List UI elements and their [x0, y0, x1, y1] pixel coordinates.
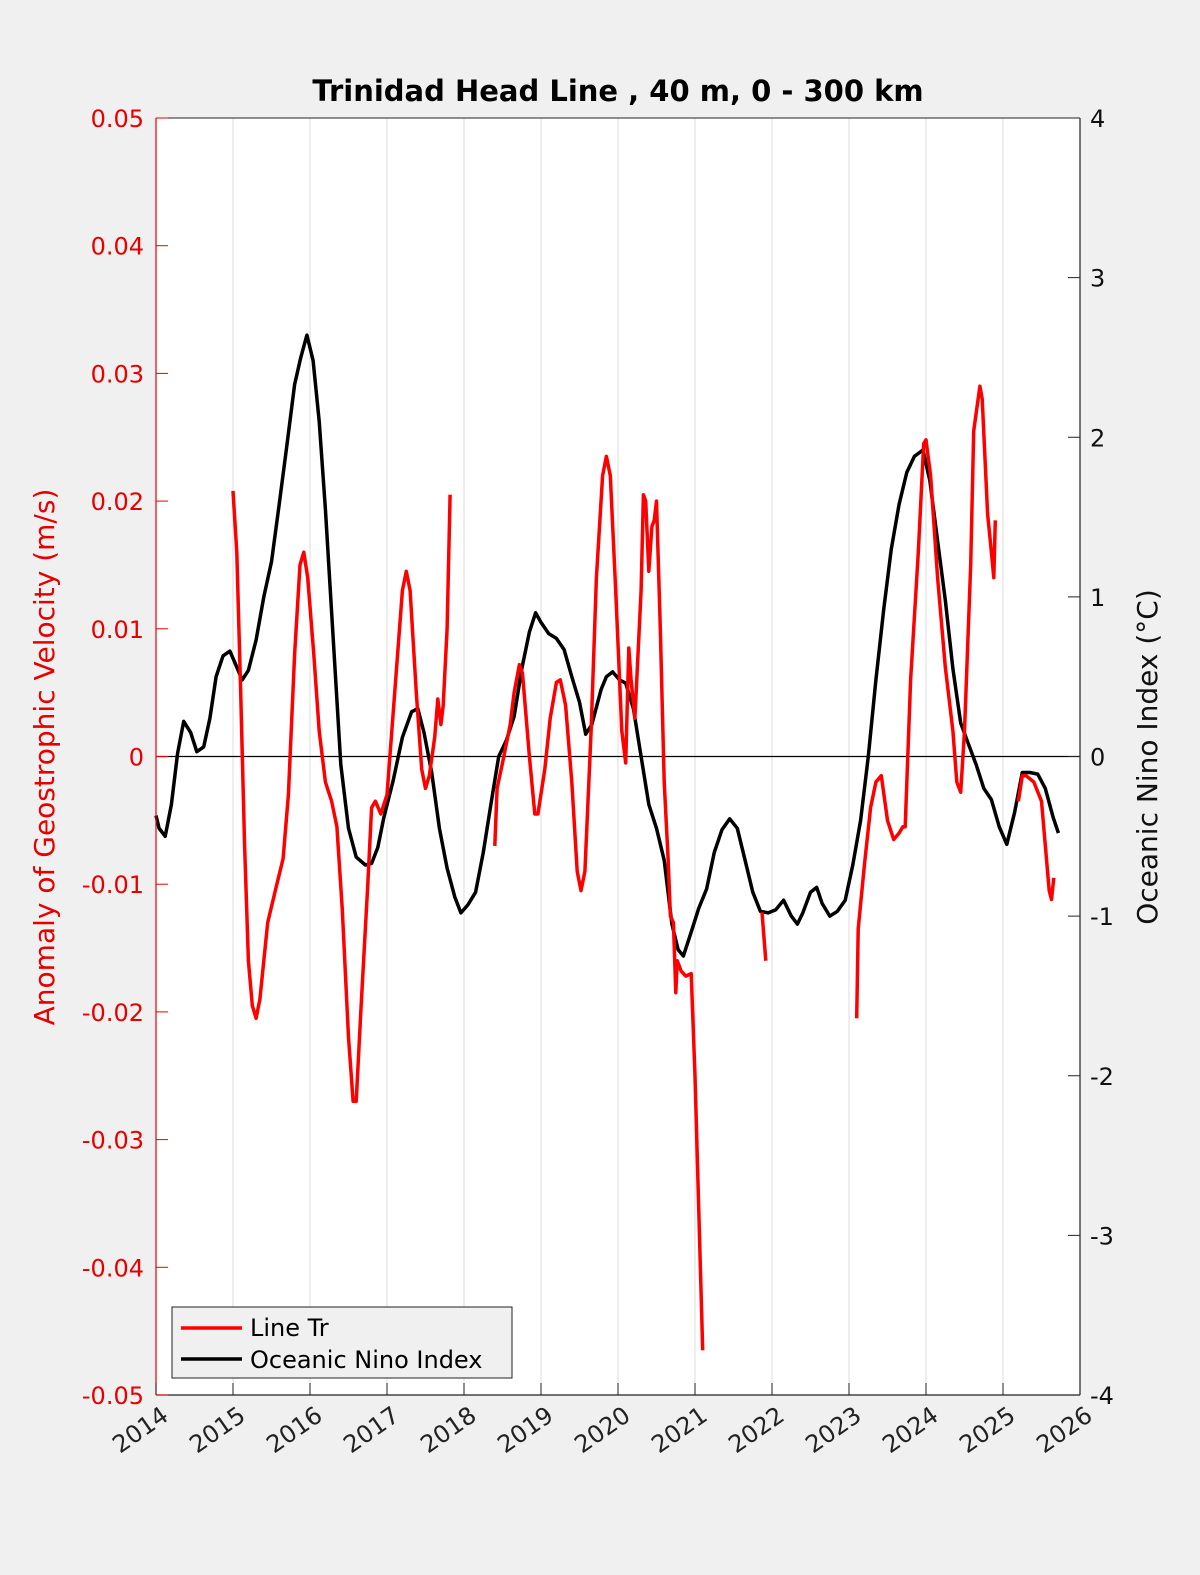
- tick-label-x: 2025: [954, 1401, 1020, 1459]
- tick-label-x: 2021: [646, 1401, 712, 1459]
- tick-label-x: 2020: [569, 1401, 635, 1459]
- tick-label-right: 3: [1090, 265, 1105, 293]
- tick-label-x: 2016: [261, 1401, 327, 1459]
- series-layer: [154, 333, 1061, 1351]
- series-line-tr-segment: [231, 490, 452, 1104]
- left-axis-ticks: 0.05 0.04 0.03 0.02 0.01 0 -0.01 -0.02 -0.03 -0.0…: [82, 105, 168, 1410]
- legend: Line Tr Oceanic Nino Index: [171, 1306, 513, 1379]
- tick-label-left: 0.04: [91, 233, 144, 261]
- right-axis-ticks: 4 3 2 1 0 -1 -2 -3 -4: [1068, 105, 1114, 1410]
- tick-label-left: 0.02: [91, 488, 144, 516]
- y-axis-label-left: Anomaly of Geostrophic Velocity (m/s): [28, 489, 61, 1026]
- tick-label-right: -2: [1090, 1063, 1114, 1091]
- chart-title: Trinidad Head Line , 40 m, 0 - 300 km: [312, 74, 923, 108]
- tick-label-left: -0.04: [82, 1254, 144, 1282]
- tick-label-right: -1: [1090, 903, 1114, 931]
- tick-label-x: 2015: [184, 1401, 250, 1459]
- tick-label-x: 2019: [492, 1401, 558, 1459]
- legend-label-oni: Oceanic Nino Index: [250, 1346, 482, 1374]
- tick-label-right: 1: [1090, 584, 1105, 612]
- tick-label-x: 2017: [338, 1401, 404, 1459]
- tick-label-left: 0.05: [91, 105, 144, 133]
- legend-box: [171, 1306, 513, 1379]
- tick-label-right: 0: [1090, 744, 1105, 772]
- tick-label-x: 2024: [877, 1401, 943, 1459]
- series-line-tr-segment: [1016, 773, 1056, 902]
- series-line-tr-segment: [760, 912, 768, 961]
- tick-label-right: -3: [1090, 1222, 1114, 1250]
- series-line-tr-segment: [493, 454, 705, 1351]
- legend-label-line-tr: Line Tr: [250, 1314, 329, 1342]
- tick-label-x: 2018: [415, 1401, 481, 1459]
- tick-label-x: 2022: [723, 1401, 789, 1459]
- tick-label-right: -4: [1090, 1382, 1114, 1410]
- tick-label-left: 0.01: [91, 616, 144, 644]
- tick-label-left: -0.01: [82, 871, 144, 899]
- y-axis-label-right: Oceanic Nino Index (°C): [1131, 589, 1164, 925]
- series-line-oni: [154, 333, 1061, 958]
- tick-label-left: -0.03: [82, 1127, 144, 1155]
- tick-label-left: 0: [129, 744, 144, 772]
- series-line-tr-segment: [854, 384, 998, 1019]
- tick-label-left: 0.03: [91, 360, 144, 388]
- tick-label-left: -0.05: [82, 1382, 144, 1410]
- tick-label-x: 2026: [1031, 1401, 1097, 1459]
- tick-label-left: -0.02: [82, 999, 144, 1027]
- tick-label-x: 2023: [800, 1401, 866, 1459]
- tick-label-right: 4: [1090, 105, 1105, 133]
- tick-label-right: 2: [1090, 424, 1105, 452]
